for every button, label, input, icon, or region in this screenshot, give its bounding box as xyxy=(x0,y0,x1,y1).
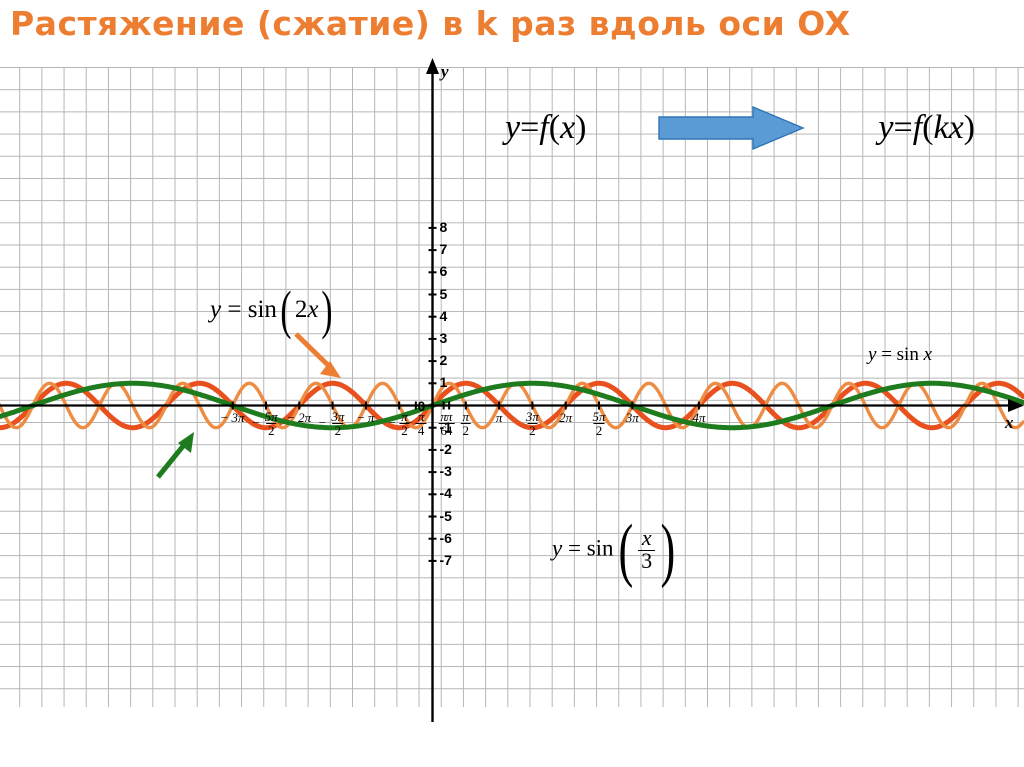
sinx3-close-paren: ) xyxy=(660,510,676,590)
x-tick-label: − π xyxy=(357,409,375,425)
curve-y-sin-2x- xyxy=(0,381,1024,430)
y-tick-label: -6 xyxy=(439,529,452,546)
sinx-var: x xyxy=(923,344,933,365)
formula-result: y=f(kx) xyxy=(878,109,975,147)
source-close-paren: ) xyxy=(575,109,587,146)
y-tick-label: 5 xyxy=(439,285,448,302)
x-tick-label: π xyxy=(495,409,503,425)
y-tick-marks xyxy=(428,226,437,562)
label-sinx: y = sin x xyxy=(868,344,932,366)
source-y: y xyxy=(505,109,521,146)
y-axis-arrowhead xyxy=(426,58,439,74)
result-f: f xyxy=(912,109,923,146)
origin-label: 0 xyxy=(417,397,426,414)
x-axis-arrowhead xyxy=(1008,399,1024,412)
x-tick-label: 2π xyxy=(559,409,573,425)
sin2x-coef: 2 xyxy=(294,296,308,323)
x-tick-label: 3π xyxy=(625,409,639,425)
x-axis-name: x xyxy=(1005,413,1014,432)
sinx-fn: sin xyxy=(896,344,919,365)
y-tick-label: 6 xyxy=(439,263,448,280)
x-tick-label: − 3π xyxy=(220,409,245,425)
result-y: y xyxy=(878,109,894,146)
source-f: f xyxy=(539,109,549,146)
sinx3-denominator: 3 xyxy=(638,549,656,573)
source-arg: x xyxy=(560,109,576,146)
sinx3-lhs: y xyxy=(552,535,563,561)
sin2x-var: x xyxy=(307,296,319,323)
y-tick-label: 8 xyxy=(439,218,448,235)
orange-arrow-icon xyxy=(294,332,341,378)
y-tick-label: 7 xyxy=(439,241,448,258)
label-sinx3: y = sin(x 3) xyxy=(552,510,680,590)
sin2x-lhs: y xyxy=(210,296,222,323)
result-close-paren: ) xyxy=(963,109,975,146)
y-tick-label: 3 xyxy=(439,329,448,346)
y-tick-label: -3 xyxy=(439,463,452,480)
curve-y-sin-x-3- xyxy=(0,380,1024,431)
y-tick-label: 1 xyxy=(439,374,448,391)
sin2x-eq: = xyxy=(227,296,242,323)
source-open-paren: ( xyxy=(548,109,561,146)
x-tick-label: 5π 2 xyxy=(592,408,606,439)
y-tick-label: -2 xyxy=(439,440,452,457)
formula-source: y=f(x) xyxy=(505,109,586,147)
transform-rule: y=f(x) y=f(kx) xyxy=(505,100,975,156)
sin2x-open-paren: ( xyxy=(280,280,292,341)
y-tick-label: -4 xyxy=(439,485,452,502)
label-sin2x: y = sin(2x) xyxy=(210,280,336,341)
y-tick-label: 2 xyxy=(439,352,448,369)
green-arrow-icon xyxy=(156,432,194,479)
sinx3-numerator: x xyxy=(641,526,652,550)
page-title: Растяжение (сжатие) в k раз вдоль оси OX xyxy=(10,4,851,43)
y-tick-label: -7 xyxy=(439,551,452,568)
x-tick-label: − 2π xyxy=(287,409,312,425)
x-tick-marks xyxy=(231,401,700,410)
y-axis-name: y xyxy=(441,62,449,81)
result-eq: = xyxy=(893,109,913,146)
sinx-lhs: y xyxy=(868,344,877,365)
source-eq: = xyxy=(520,109,540,146)
y-tick-label: -5 xyxy=(439,507,452,524)
sin2x-close-paren: ) xyxy=(321,280,333,341)
x-tick-label: 3π 2 xyxy=(525,408,539,439)
right-arrow-icon xyxy=(657,105,807,151)
result-arg: kx xyxy=(933,109,964,146)
sinx3-open-paren: ( xyxy=(618,510,633,590)
sinx-eq: = xyxy=(881,344,892,365)
x-tick-label: − 3π 2 xyxy=(318,408,345,439)
sinx3-fn: sin xyxy=(586,535,614,561)
y-tick-label: 4 xyxy=(439,307,448,324)
y-tick-label: -1 xyxy=(439,418,452,435)
result-open-paren: ( xyxy=(922,109,934,146)
sinx3-eq: = xyxy=(567,535,581,561)
x-tick-label: − 5π 2 xyxy=(252,408,278,439)
sin2x-fn: sin xyxy=(247,296,277,323)
x-tick-label: 4π xyxy=(692,409,706,425)
